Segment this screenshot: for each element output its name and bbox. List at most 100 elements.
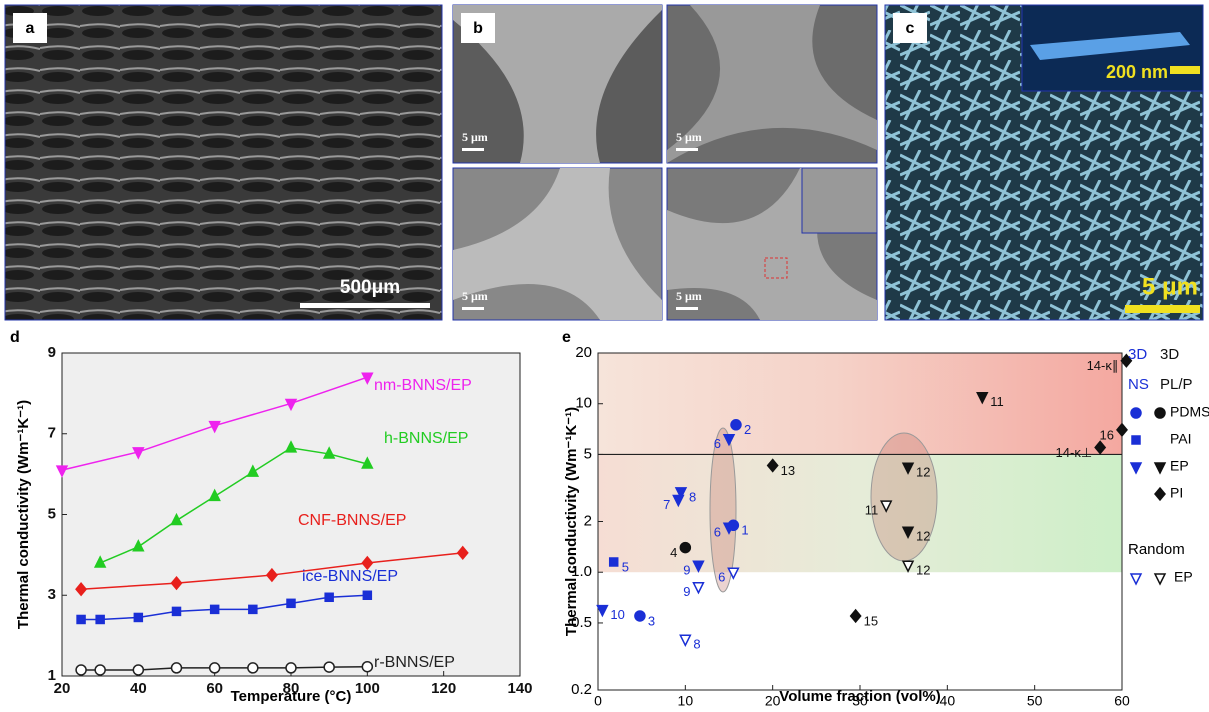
- point-label: 6: [714, 525, 721, 540]
- marker: [287, 599, 295, 607]
- x-tick-label: 50: [1027, 693, 1043, 707]
- x-tick-label: 20: [765, 693, 781, 707]
- point-label: 16: [1100, 427, 1114, 442]
- marker: [680, 543, 690, 553]
- marker: [211, 605, 219, 613]
- marker: [172, 663, 182, 673]
- series-label: ice-BNNS/EP: [302, 568, 398, 585]
- scale-bar: [300, 303, 430, 308]
- point-label: 12: [916, 465, 930, 480]
- point-label: 5: [622, 559, 629, 574]
- point-label: 14-κ⊥: [1056, 445, 1093, 460]
- legend-label: EP: [1174, 569, 1193, 585]
- x-tick-label: 140: [507, 680, 532, 697]
- marker: [363, 591, 371, 599]
- point-label: 11: [990, 394, 1004, 409]
- y-tick-label: 2: [584, 512, 592, 529]
- marker: [248, 663, 258, 673]
- x-tick-label: 40: [130, 680, 147, 697]
- legend-label: PAI: [1170, 431, 1192, 447]
- marker: [325, 593, 333, 601]
- series-label: r-BNNS/EP: [374, 654, 455, 671]
- highlight: [710, 428, 736, 592]
- panel-label: a: [26, 20, 35, 37]
- y-tick-label: 5: [48, 505, 56, 522]
- point-label: 7: [663, 497, 670, 512]
- point-label: 12: [916, 529, 930, 544]
- legend-label: EP: [1170, 458, 1189, 474]
- scale-bar: [462, 148, 484, 151]
- point-label: 4: [670, 545, 677, 560]
- point-label: 8: [689, 489, 696, 504]
- marker: [1131, 463, 1141, 473]
- legend-header: NS: [1128, 376, 1149, 393]
- x-tick-label: 120: [431, 680, 456, 697]
- marker: [76, 665, 86, 675]
- x-axis-label: Volume fraction (vol%): [779, 688, 940, 705]
- marker: [851, 610, 861, 622]
- panel-label: c: [906, 20, 915, 37]
- marker: [610, 558, 618, 566]
- scale-label: 5 μm: [462, 130, 488, 144]
- panel-label: b: [473, 20, 483, 37]
- marker: [597, 606, 607, 616]
- marker: [1132, 436, 1140, 444]
- scale-label: 5 μm: [676, 289, 702, 303]
- point-label: 11: [865, 503, 879, 518]
- panel-label: e: [562, 329, 571, 346]
- image-a: [5, 5, 442, 320]
- point-label: 13: [781, 463, 795, 478]
- legend-label: PDMS: [1170, 404, 1209, 420]
- scale-bar: [676, 307, 698, 310]
- marker: [680, 635, 690, 645]
- scale-label: 5 μm: [1142, 273, 1198, 300]
- legend-title: Random: [1128, 541, 1185, 558]
- point-label: 14-κ∥: [1087, 358, 1119, 373]
- legend-header: 3D: [1128, 346, 1147, 363]
- scale-label: 5 μm: [676, 130, 702, 144]
- scale-bar: [462, 307, 484, 310]
- marker: [1155, 574, 1165, 584]
- y-tick-label: 3: [48, 586, 56, 603]
- marker: [362, 662, 372, 672]
- x-axis-label: Temperature (°C): [231, 688, 352, 705]
- point-label: 3: [648, 613, 655, 628]
- panel-label: d: [10, 329, 20, 346]
- series-label: nm-BNNS/EP: [374, 377, 472, 394]
- y-tick-label: 0.2: [571, 681, 592, 698]
- legend-header: PL/P: [1160, 376, 1193, 393]
- point-label: 1: [741, 523, 748, 538]
- marker: [1155, 408, 1165, 418]
- marker: [693, 583, 703, 593]
- scale-bar: [676, 148, 698, 151]
- marker: [1131, 408, 1141, 418]
- marker: [173, 607, 181, 615]
- marker: [1131, 574, 1141, 584]
- x-tick-label: 60: [206, 680, 223, 697]
- x-tick-label: 10: [678, 693, 694, 707]
- marker: [635, 611, 645, 621]
- micrographs: a b c 500μm 5 μm 5 μm 5 μm 5 μm 5 μm 200…: [5, 5, 1203, 320]
- point-label: 6: [714, 436, 721, 451]
- y-tick-label: 20: [575, 344, 592, 361]
- band: [598, 353, 1122, 454]
- scale-label: 200 nm: [1106, 62, 1168, 82]
- marker: [1155, 463, 1165, 473]
- point-label: 9: [683, 563, 690, 578]
- marker: [286, 663, 296, 673]
- marker: [1155, 488, 1165, 500]
- legend-label: PI: [1170, 485, 1183, 501]
- scale-bar: [1125, 305, 1200, 313]
- scale-label: 500μm: [340, 277, 400, 298]
- marker: [249, 605, 257, 613]
- point-label: 8: [693, 637, 700, 652]
- marker: [96, 615, 104, 623]
- marker: [324, 662, 334, 672]
- scale-label: 5 μm: [462, 289, 488, 303]
- point-label: 15: [864, 613, 878, 628]
- point-label: 6: [718, 570, 725, 585]
- marker: [77, 615, 85, 623]
- marker: [133, 665, 143, 675]
- y-tick-label: 7: [48, 425, 56, 442]
- marker: [95, 665, 105, 675]
